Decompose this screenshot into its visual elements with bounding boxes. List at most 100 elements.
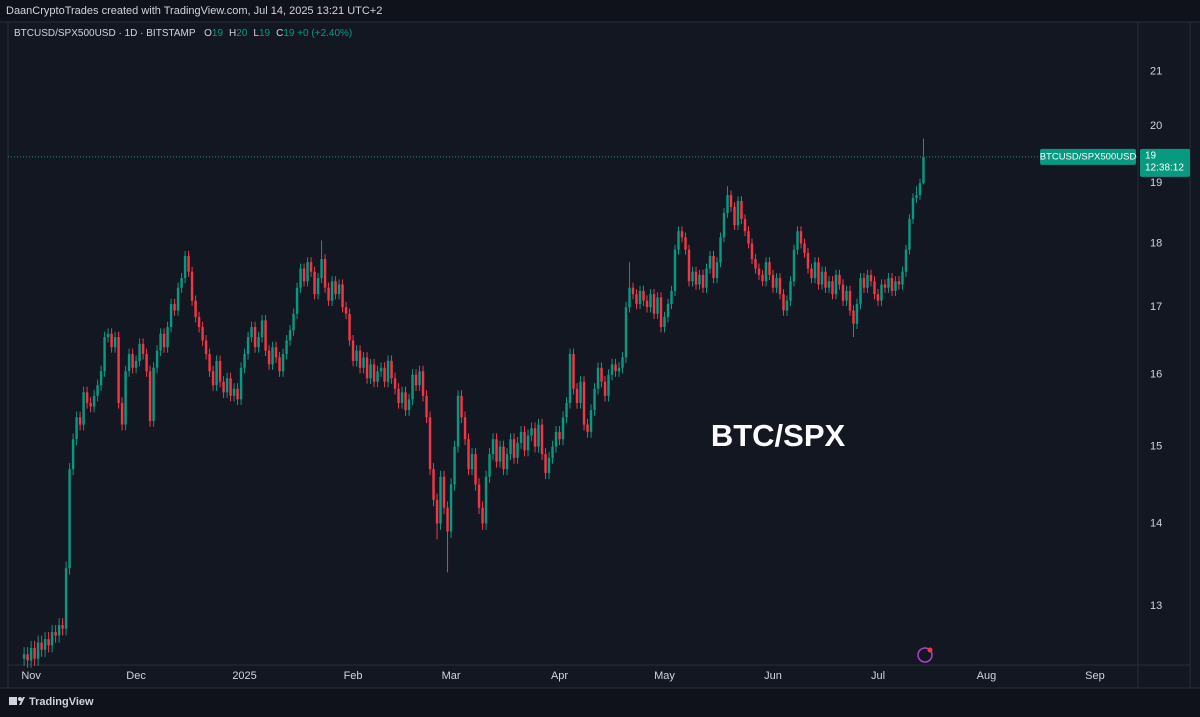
candle-body <box>299 268 302 288</box>
candle-body <box>428 417 432 470</box>
candle-body <box>29 647 33 661</box>
candle-body <box>470 454 474 470</box>
candle-body <box>820 271 824 285</box>
candle-body <box>747 231 750 244</box>
candle-body <box>134 360 138 368</box>
candle-body <box>99 371 103 386</box>
candle-body <box>610 364 614 375</box>
candle-body <box>831 281 834 295</box>
candle-body <box>523 431 526 451</box>
candle-body <box>218 360 222 382</box>
candle-body <box>239 367 243 400</box>
candle-body <box>362 357 365 368</box>
candles <box>22 138 925 668</box>
flash-dot[interactable] <box>927 647 933 653</box>
candle-body <box>666 303 670 318</box>
candle-body <box>106 333 110 338</box>
y-tick-label: 16 <box>1150 369 1162 381</box>
candle-body <box>222 381 225 393</box>
candle-body <box>558 431 561 440</box>
candle-body <box>750 243 754 260</box>
candle-body <box>162 333 166 348</box>
candle-body <box>628 287 631 308</box>
candle-body <box>890 278 894 291</box>
candle-body <box>904 249 908 272</box>
candle-body <box>463 417 467 440</box>
candle-body <box>715 262 719 279</box>
flash-ring[interactable] <box>917 647 933 663</box>
candle-body <box>180 278 183 288</box>
candle-body <box>859 278 862 304</box>
candle-body <box>421 371 425 396</box>
x-tick-label: Dec <box>126 670 146 682</box>
candle-body <box>631 287 635 295</box>
candle-body <box>411 374 414 400</box>
candle-body <box>337 284 341 295</box>
candle-body <box>446 507 449 532</box>
candle-body <box>600 367 603 382</box>
candle-body <box>215 360 218 386</box>
candle-body <box>152 367 155 421</box>
candle-body <box>803 243 806 253</box>
candle-body <box>862 278 866 288</box>
candle-body <box>575 388 579 403</box>
candle-body <box>190 271 194 301</box>
candle-body <box>684 237 687 250</box>
price-tag-symbol: BTCUSD/SPX500USD <box>1040 151 1137 162</box>
candle-body <box>519 431 523 443</box>
candle-body <box>201 327 204 341</box>
candle-body <box>663 317 666 328</box>
candle-body <box>736 201 740 226</box>
x-tick-label: Jun <box>764 670 782 682</box>
candle-body <box>281 354 285 372</box>
candle-body <box>642 290 645 301</box>
flash-icon[interactable] <box>917 647 933 663</box>
candle-body <box>89 402 92 407</box>
candle-body <box>754 259 757 269</box>
candle-body <box>208 354 211 372</box>
candle-body <box>355 350 358 361</box>
candle-body <box>848 290 852 311</box>
price-tag-countdown: 12:38:12 <box>1145 163 1184 174</box>
candle-body <box>236 388 239 400</box>
candle-body <box>792 249 796 282</box>
candle-body <box>652 294 656 314</box>
candle-body <box>544 454 547 473</box>
candle-body <box>768 262 771 275</box>
candle-body <box>414 374 418 386</box>
candle-body <box>477 484 481 508</box>
candle-body <box>159 333 162 351</box>
candle-body <box>400 392 404 403</box>
candle-body <box>852 310 855 324</box>
candle-body <box>757 268 761 275</box>
candle-body <box>243 354 246 368</box>
x-tick-label: Feb <box>344 670 363 682</box>
candle-body <box>33 647 36 659</box>
candle-body <box>827 281 831 288</box>
price-tag-price: 19 <box>1145 151 1157 162</box>
candle-body <box>740 201 743 220</box>
candle-body <box>285 340 288 355</box>
candle-body <box>232 388 236 396</box>
candle-body <box>407 399 411 411</box>
legend-key: C <box>276 28 284 39</box>
candle-body <box>50 632 54 646</box>
logo-part <box>19 697 25 705</box>
candle-body <box>194 300 197 318</box>
candle-body <box>673 249 677 291</box>
candle-body <box>579 381 582 403</box>
candle-body <box>204 340 208 355</box>
candle-body <box>484 476 488 524</box>
candle-body <box>418 371 421 386</box>
legend-fields: O19 H20 L19 C19 <box>198 28 294 39</box>
candle-body <box>250 327 253 338</box>
candle-body <box>841 284 845 301</box>
candle-body <box>488 454 491 477</box>
candle-body <box>64 568 68 629</box>
candle-body <box>103 337 106 372</box>
candle-body <box>267 350 271 365</box>
candle-body <box>568 354 572 403</box>
candle-body <box>691 271 694 282</box>
candle-body <box>460 395 463 418</box>
